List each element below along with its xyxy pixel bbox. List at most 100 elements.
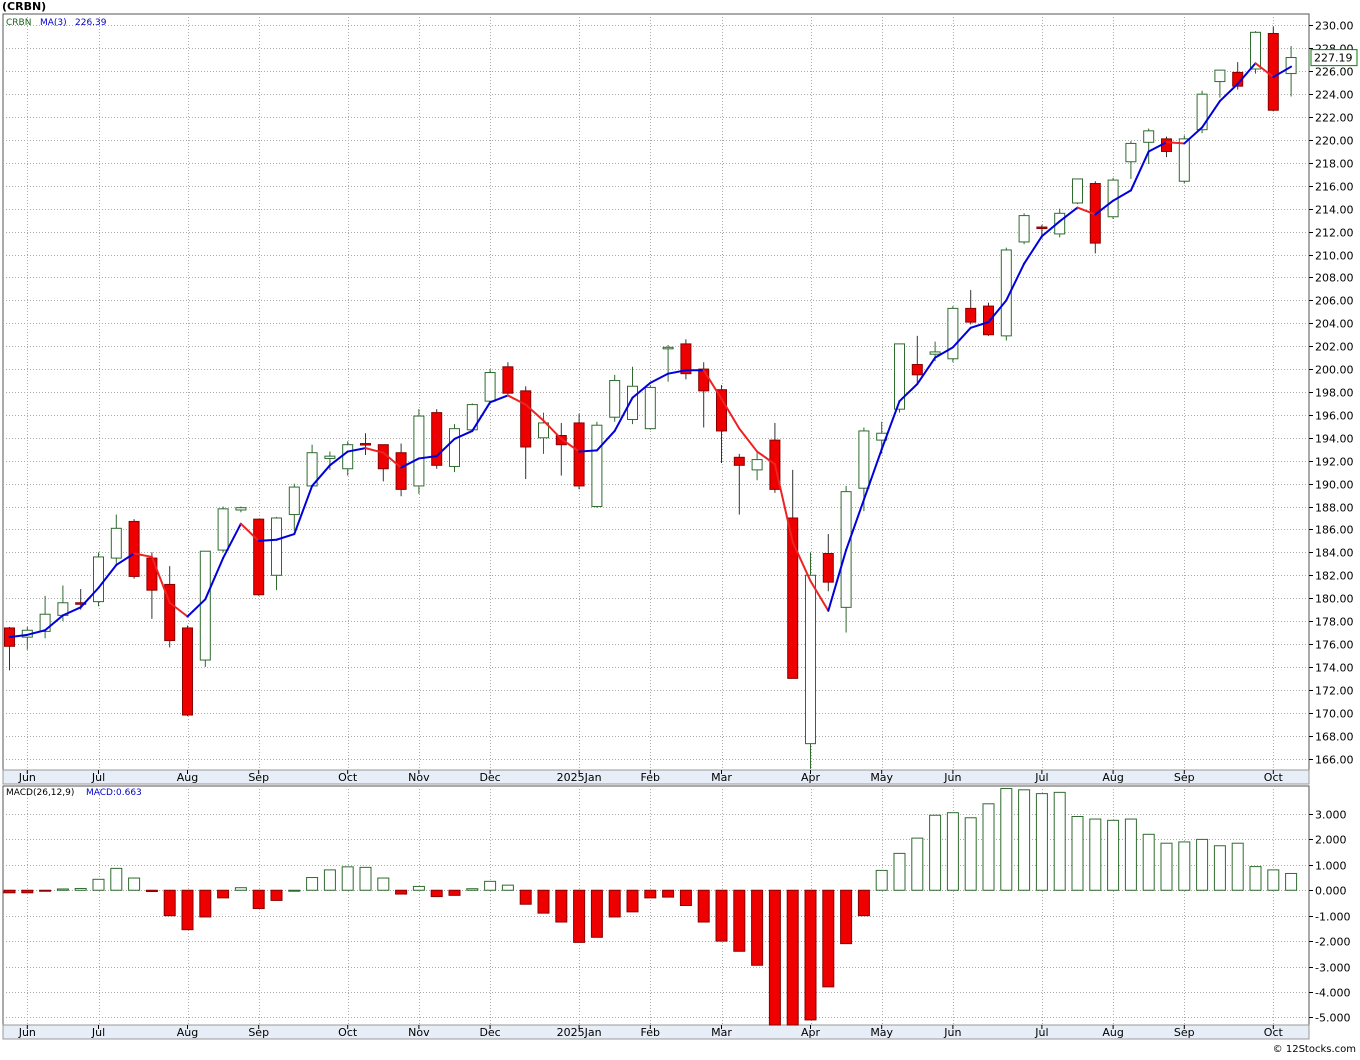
candle-up xyxy=(1125,142,1137,163)
macd-bar-positive xyxy=(1053,791,1066,891)
price-tick-label: 190.00 xyxy=(1315,479,1354,492)
price-legend-ma-label: MA(3) xyxy=(40,18,67,28)
macd-bar-positive xyxy=(1035,793,1048,891)
candle-down xyxy=(1036,226,1048,230)
macd-bar-positive xyxy=(1213,845,1226,891)
candle-up xyxy=(805,574,816,745)
macd-bar-positive xyxy=(893,852,906,891)
ma3-segment xyxy=(489,394,509,404)
macd-bar-positive xyxy=(501,884,514,891)
macd-tick-label: -4.000 xyxy=(1315,987,1350,1000)
macd-bar-negative xyxy=(39,889,52,892)
candle-up xyxy=(288,486,300,516)
ma3-segment xyxy=(649,372,670,384)
candle-down xyxy=(573,422,585,487)
macd-bar-positive xyxy=(323,869,336,891)
ma3-segment xyxy=(275,533,296,541)
macd-bar-positive xyxy=(288,889,301,892)
macd-bar-positive xyxy=(1285,872,1298,891)
ma3-segment xyxy=(79,586,100,609)
macd-bar-negative xyxy=(555,889,568,923)
ma3-segment xyxy=(667,369,687,375)
candle-up xyxy=(662,346,674,350)
macd-bar-negative xyxy=(662,889,675,898)
month-axis-macd-label: Jul xyxy=(1034,1026,1048,1039)
ma3-segment xyxy=(435,437,456,458)
macd-bar-negative xyxy=(252,889,265,910)
macd-bar-positive xyxy=(110,867,123,891)
candle-up xyxy=(39,613,51,632)
macd-bar-positive xyxy=(1107,819,1120,891)
macd-bar-positive xyxy=(306,877,319,891)
ma3-segment xyxy=(1165,141,1186,145)
ma3-segment xyxy=(1147,141,1168,153)
macd-bar-negative xyxy=(626,889,639,913)
macd-bar-negative xyxy=(270,889,283,901)
macd-bar-positive xyxy=(1178,841,1191,891)
price-tick-label: 200.00 xyxy=(1315,364,1354,377)
candle-down xyxy=(787,517,799,679)
ma3-segment xyxy=(809,580,830,612)
month-axis-macd-label: 2025Jan xyxy=(557,1026,602,1039)
macd-bar-positive xyxy=(1018,789,1031,891)
candle-up xyxy=(591,424,603,508)
candle-up xyxy=(1250,31,1261,70)
ma3-segment xyxy=(1005,262,1026,302)
ma3-segment xyxy=(26,629,47,636)
candle-up xyxy=(1072,178,1083,204)
ma3-segment xyxy=(916,356,937,385)
macd-bar-positive xyxy=(1249,866,1262,891)
ma3-segment xyxy=(115,552,136,566)
macd-bar-positive xyxy=(964,817,977,891)
ma3-segment xyxy=(222,522,242,560)
ma3-segment xyxy=(578,449,598,453)
macd-bar-positive xyxy=(1267,869,1280,891)
macd-tick-label: 3.000 xyxy=(1315,809,1347,822)
price-tick-label: 202.00 xyxy=(1315,341,1354,354)
ma3-segment xyxy=(239,522,260,542)
candle-up xyxy=(484,372,496,402)
macd-bar-negative xyxy=(733,889,746,952)
month-axis-macd-label: Apr xyxy=(801,1026,821,1039)
macd-bar-negative xyxy=(448,889,461,896)
macd-bar-positive xyxy=(1160,842,1173,891)
price-tick-label: 222.00 xyxy=(1315,112,1354,125)
ma3-segment xyxy=(168,601,189,618)
price-panel xyxy=(2,13,1310,771)
macd-bar-positive xyxy=(1071,816,1084,891)
ma3-segment xyxy=(97,563,118,589)
macd-bar-positive xyxy=(911,837,924,891)
ma3-segment xyxy=(542,419,563,440)
ma3-segment xyxy=(204,557,225,601)
macd-bar-negative xyxy=(430,889,443,898)
macd-tick-label: -5.000 xyxy=(1315,1012,1350,1025)
macd-bar-negative xyxy=(840,889,853,945)
ma3-segment xyxy=(951,326,972,349)
ma3-segment xyxy=(524,403,545,422)
candle-down xyxy=(680,343,692,375)
ma3-segment xyxy=(1129,150,1150,192)
ma3-segment xyxy=(773,463,794,544)
price-tick-label: 166.00 xyxy=(1315,754,1354,767)
ma3-segment xyxy=(791,541,812,582)
price-tick-label: 180.00 xyxy=(1315,593,1354,606)
macd-bar-positive xyxy=(359,866,372,891)
macd-bar-positive xyxy=(875,869,888,891)
macd-bar-positive xyxy=(128,877,141,891)
month-axis-price-label: Sep xyxy=(248,771,269,784)
macd-bar-positive xyxy=(1196,838,1209,891)
month-axis-price-label: Mar xyxy=(711,771,732,784)
candle-down xyxy=(128,520,140,577)
month-axis-price-label: Sep xyxy=(1174,771,1195,784)
macd-bar-positive xyxy=(946,812,959,891)
month-axis-macd-label: Jul xyxy=(91,1026,105,1039)
month-axis-price-label: Aug xyxy=(177,771,198,784)
ma3-segment xyxy=(364,447,385,454)
macd-bar-positive xyxy=(56,888,69,891)
macd-bar-positive xyxy=(341,866,354,891)
macd-tick-label: -1.000 xyxy=(1315,911,1350,924)
candle-up xyxy=(894,343,905,410)
ma3-segment xyxy=(1236,62,1257,85)
price-tick-label: 184.00 xyxy=(1315,547,1354,560)
